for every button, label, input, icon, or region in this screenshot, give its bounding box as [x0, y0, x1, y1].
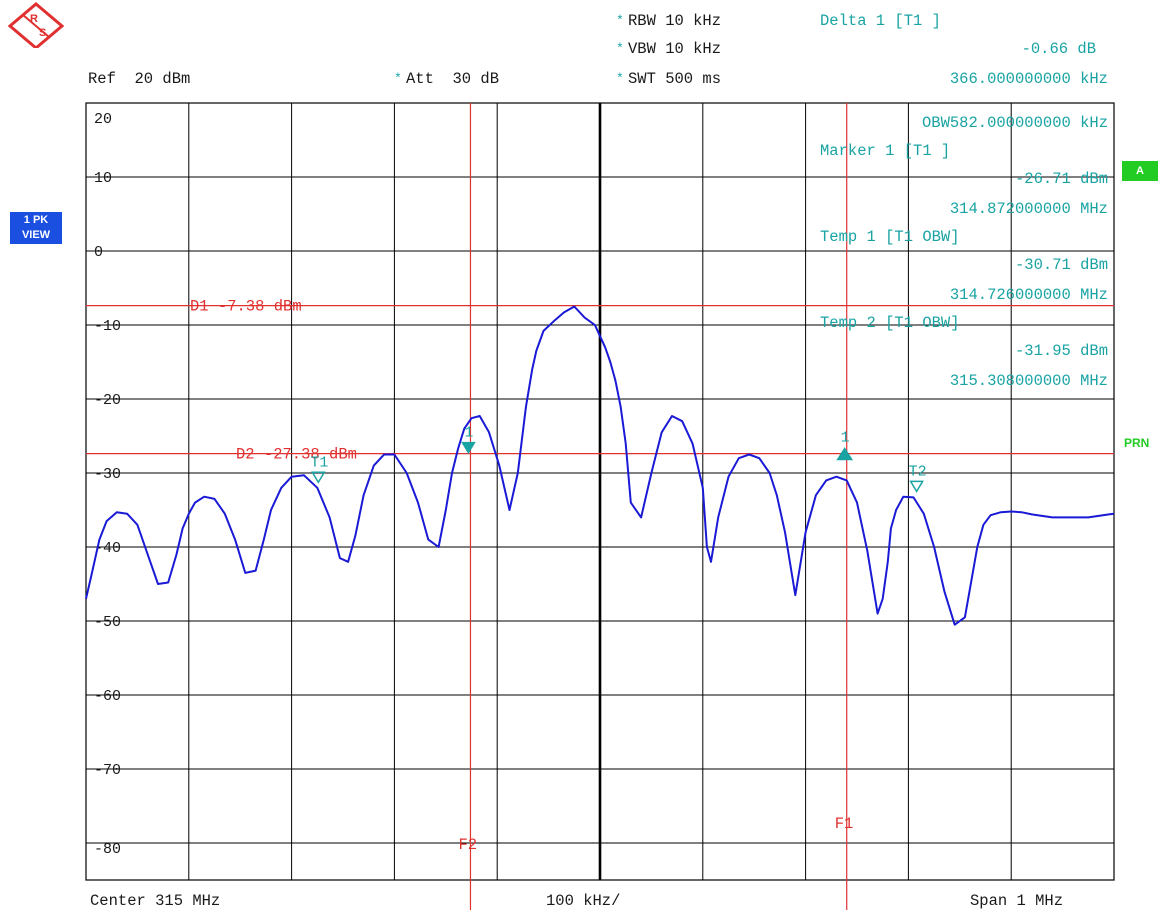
preset-badge: PRN — [1124, 436, 1150, 450]
center-frequency-label: Center 315 MHz — [90, 892, 221, 910]
rbw-asterisk: * — [616, 13, 624, 28]
vbw-label: VBW 10 kHz — [628, 40, 722, 58]
marker-label: T2 — [909, 463, 927, 480]
trace-mode-line1: 1 PK — [23, 214, 49, 226]
delta-marker-frequency: 366.000000000 kHz — [949, 70, 1108, 88]
delta-marker-title: Delta 1 [T1 ] — [820, 12, 941, 30]
display-line-label: D2 -27.38 dBm — [236, 446, 357, 464]
svg-text:S: S — [39, 27, 46, 39]
temp1-level: -30.71 dBm — [1014, 256, 1108, 274]
marker1-title: Marker 1 [T1 ] — [820, 142, 951, 160]
y-tick-label: 20 — [94, 111, 112, 128]
obw-readout: OBW582.000000000 kHz — [921, 114, 1108, 132]
y-tick-label: -70 — [94, 762, 121, 779]
vbw-asterisk: * — [616, 41, 624, 56]
display-line-label: D1 -7.38 dBm — [190, 298, 302, 316]
marker-symbol — [461, 441, 476, 455]
frequency-line-label: F1 — [835, 815, 854, 833]
marker-label: 1 — [841, 430, 850, 447]
marker-label: T1 — [310, 454, 328, 471]
temp1-frequency: 314.726000000 MHz — [949, 286, 1108, 304]
ref-level-label: Ref 20 dBm — [88, 70, 191, 88]
delta-marker-level: -0.66 dB — [1021, 40, 1096, 58]
y-tick-label: 10 — [94, 170, 112, 187]
y-tick-label: -10 — [94, 318, 121, 335]
temp2-title: Temp 2 [T1 OBW] — [820, 314, 960, 332]
span-label: Span 1 MHz — [970, 892, 1064, 910]
marker-symbol — [311, 471, 326, 484]
swt-label: SWT 500 ms — [628, 70, 722, 88]
attenuation-label: Att 30 dB — [406, 70, 500, 88]
marker1-level: -26.71 dBm — [1014, 170, 1108, 188]
marker-symbol — [836, 447, 854, 461]
spectrum-trace — [85, 305, 1115, 626]
marker1-frequency: 314.872000000 MHz — [949, 200, 1108, 218]
trace-mode-badge: 1 PK VIEW — [10, 212, 62, 244]
svg-text:R: R — [30, 13, 38, 25]
y-tick-label: -30 — [94, 466, 121, 483]
temp2-frequency: 315.308000000 MHz — [949, 372, 1108, 390]
att-asterisk: * — [394, 71, 402, 86]
temp1-title: Temp 1 [T1 OBW] — [820, 228, 960, 246]
brand-logo: R S — [7, 2, 65, 48]
trace-mode-line2: VIEW — [21, 229, 51, 241]
y-tick-label: -80 — [94, 841, 121, 858]
y-tick-label: -20 — [94, 392, 121, 409]
y-tick-label: 0 — [94, 244, 103, 261]
y-tick-label: -50 — [94, 614, 121, 631]
swt-asterisk: * — [616, 71, 624, 86]
trace-a-badge: A — [1122, 161, 1158, 181]
division-label: 100 kHz/ — [546, 892, 621, 910]
y-tick-label: -40 — [94, 540, 121, 557]
temp2-level: -31.95 dBm — [1014, 342, 1108, 360]
marker-label: 1 — [464, 425, 473, 442]
y-tick-label: -60 — [94, 688, 121, 705]
marker-symbol — [909, 480, 924, 493]
rbw-label: RBW 10 kHz — [628, 12, 722, 30]
frequency-line-label: F2 — [458, 836, 477, 854]
